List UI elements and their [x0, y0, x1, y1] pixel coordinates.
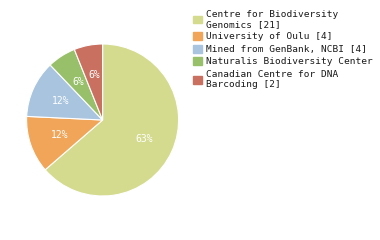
- Text: 6%: 6%: [72, 77, 84, 87]
- Text: 6%: 6%: [88, 70, 100, 80]
- Text: 12%: 12%: [52, 96, 70, 106]
- Text: 63%: 63%: [135, 134, 153, 144]
- Legend: Centre for Biodiversity
Genomics [21], University of Oulu [4], Mined from GenBan: Centre for Biodiversity Genomics [21], U…: [193, 10, 380, 89]
- Wedge shape: [45, 44, 179, 196]
- Wedge shape: [50, 49, 103, 120]
- Text: 12%: 12%: [51, 130, 68, 140]
- Wedge shape: [74, 44, 103, 120]
- Wedge shape: [27, 116, 103, 170]
- Wedge shape: [27, 65, 103, 120]
